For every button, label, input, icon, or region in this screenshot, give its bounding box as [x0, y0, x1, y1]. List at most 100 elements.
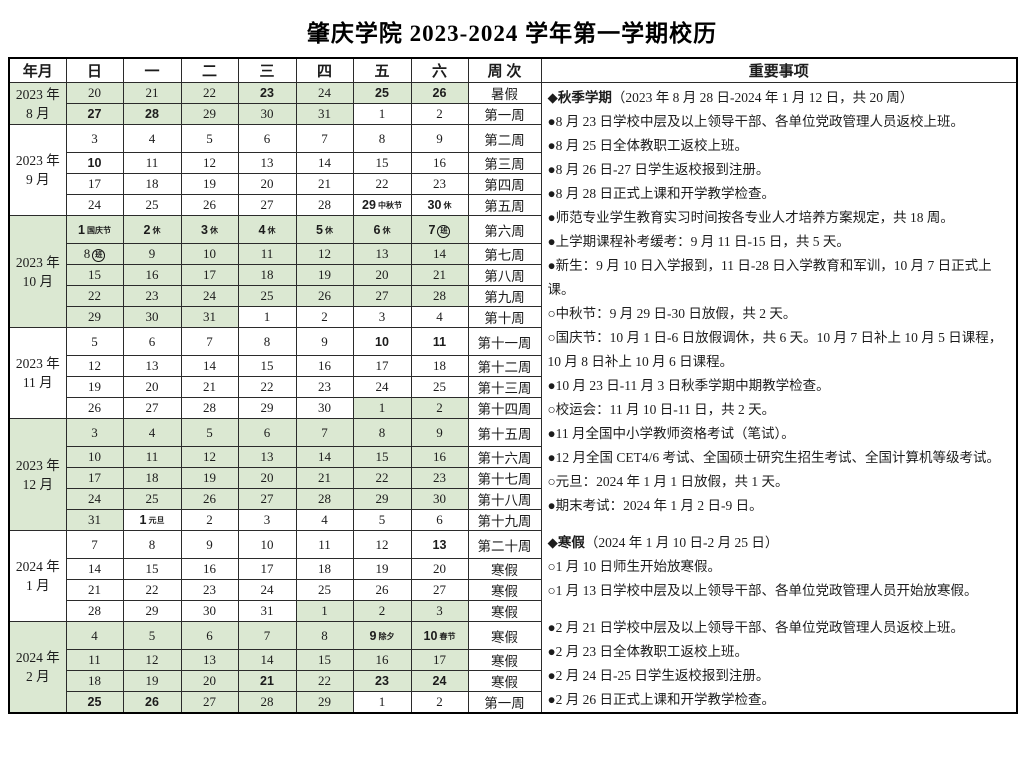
day-cell: 4 — [122, 124, 182, 153]
day-cell: 4 — [410, 306, 469, 328]
week-label: 寒假 — [467, 670, 542, 692]
day-cell: 3 — [65, 418, 124, 447]
week-label: 第二十周 — [467, 530, 542, 559]
week-label: 寒假 — [467, 649, 542, 671]
day-cell: 12 — [65, 355, 124, 377]
day-cell: 28 — [295, 488, 354, 510]
day-cell: 24 — [295, 82, 354, 104]
day-cell: 25 — [237, 285, 297, 307]
day-cell: 24 — [237, 579, 297, 601]
day-cell: 10 春节 — [410, 621, 469, 650]
header-friday: 五 — [352, 57, 412, 83]
day-cell: 17 — [65, 173, 124, 195]
day-cell: 20 — [122, 376, 182, 398]
day-cell: 11 — [295, 530, 354, 559]
day-cell: 12 — [122, 649, 182, 671]
day-cell: 9 — [122, 243, 182, 265]
day-cell: 29 — [65, 306, 124, 328]
calendar-header-row: 年月 日 一 二 三 四 五 六 周 次 重要事项 — [8, 57, 1018, 83]
notes-cell: ◆秋季学期（2023 年 8 月 28 日-2024 年 1 月 12 日，共 … — [540, 82, 1018, 714]
holiday-label: 休 — [267, 225, 276, 235]
note-line: ○1 月 13 日学校中层及以上领导干部、各单位党政管理人员开始放寒假。 — [547, 583, 978, 598]
note-line: ●8 月 23 日学校中层及以上领导干部、各单位党政管理人员返校上班。 — [547, 114, 965, 129]
calendar-row: 2023 年 10 月 1 国庆节 2 休 3 休 4 休 5 休 6 休 7 班第六周 — [8, 215, 1017, 328]
note-line: ○国庆节：10 月 1 日-6 日放假调休，共 6 天。10 月 7 日补上 1… — [547, 330, 1003, 369]
day-cell: 30 — [237, 103, 297, 125]
day-cell: 10 — [180, 243, 239, 265]
day-cell: 6 — [122, 327, 182, 356]
day-cell: 12 — [295, 243, 354, 265]
day-cell: 25 — [352, 82, 412, 104]
calendar-row: 15 16 17 18 19 20 21 第八周 — [9, 264, 1017, 286]
day-cell: 15 — [122, 558, 182, 580]
day-cell: 24 — [352, 376, 412, 398]
day-cell: 6 — [410, 509, 469, 531]
day-cell: 22 — [352, 173, 412, 195]
day-cell: 5 — [122, 621, 182, 650]
day-cell: 7 — [180, 327, 239, 356]
calendar-row: 18 19 20 21 22 23 24 寒假 — [9, 670, 1017, 692]
holiday-label: 休 — [152, 225, 161, 235]
calendar-row: 10 11 12 13 14 15 16 第三周 — [9, 152, 1017, 174]
calendar-row: 25 26 27 28 29 1 2 第一周 — [9, 691, 1017, 714]
month-label: 2023 年 10 月 — [8, 215, 67, 328]
day-cell: 4 — [65, 621, 124, 650]
week-label: 第一周 — [467, 691, 542, 714]
day-cell: 31 — [237, 600, 297, 622]
week-label: 第十三周 — [467, 376, 542, 398]
day-cell: 2 — [410, 103, 469, 125]
day-cell: 16 — [410, 152, 469, 174]
day-cell: 19 — [180, 467, 239, 489]
day-cell: 20 — [410, 558, 469, 580]
note-line: ●8 月 26 日-27 日学生返校报到注册。 — [547, 162, 770, 177]
day-cell: 18 — [122, 173, 182, 195]
holiday-label: 元旦 — [148, 516, 165, 525]
day-cell: 10 — [65, 152, 124, 174]
day-cell: 29 中秋节 — [352, 194, 412, 216]
day-cell: 13 — [180, 649, 239, 671]
calendar-row: 24 25 26 27 28 29 30 第十八周 — [9, 488, 1017, 510]
week-label: 寒假 — [467, 558, 542, 580]
day-cell: 21 — [410, 264, 469, 286]
day-cell: 29 — [295, 691, 354, 714]
week-label: 暑假 — [467, 82, 542, 104]
day-cell: 27 — [65, 103, 124, 125]
calendar-row: 11 12 13 14 15 16 17 寒假 — [9, 649, 1017, 671]
day-cell: 11 — [65, 649, 124, 671]
holiday-label: 休 — [443, 201, 452, 210]
week-label: 第二周 — [467, 124, 542, 153]
day-cell: 17 — [410, 649, 469, 671]
day-cell: 5 — [180, 124, 239, 153]
calendar-row: 31 1 元旦 2 3 4 5 6 第十九周 — [9, 509, 1017, 531]
week-label: 第八周 — [467, 264, 542, 286]
day-cell: 9 — [180, 530, 239, 559]
header-week-number: 周 次 — [467, 57, 542, 83]
day-cell: 16 — [352, 649, 412, 671]
day-cell: 9 除夕 — [352, 621, 412, 650]
day-cell: 13 — [410, 530, 469, 559]
day-cell: 19 — [295, 264, 354, 286]
week-label: 第一周 — [467, 103, 542, 125]
day-cell: 9 — [295, 327, 354, 356]
day-cell: 17 — [180, 264, 239, 286]
week-label: 第十四周 — [467, 397, 542, 419]
note-line: ○1 月 10 日师生开始放寒假。 — [547, 559, 722, 574]
day-cell: 11 — [122, 152, 182, 174]
day-cell: 21 — [295, 173, 354, 195]
day-cell: 30 — [410, 488, 469, 510]
calendar-row: 21 22 23 24 25 26 27 寒假 — [9, 579, 1017, 601]
calendar-row: 2023 年 12 月 3 4 5 6 7 8 9 第十五周 — [8, 418, 1017, 531]
note-line: ●新生：9 月 10 日入学报到，11 日-28 日入学教育和军训，10 月 7… — [547, 258, 992, 297]
week-label: 第十二周 — [467, 355, 542, 377]
day-cell: 6 — [237, 124, 297, 153]
day-cell: 29 — [180, 103, 239, 125]
day-cell: 14 — [180, 355, 239, 377]
day-cell: 8 — [122, 530, 182, 559]
week-label: 第十八周 — [467, 488, 542, 510]
day-cell: 22 — [352, 467, 412, 489]
day-cell: 27 — [122, 397, 182, 419]
note-line: ●12 月全国 CET4/6 考试、全国硕士研究生招生考试、全国计算机等级考试。 — [547, 450, 1001, 465]
day-cell: 29 — [122, 600, 182, 622]
